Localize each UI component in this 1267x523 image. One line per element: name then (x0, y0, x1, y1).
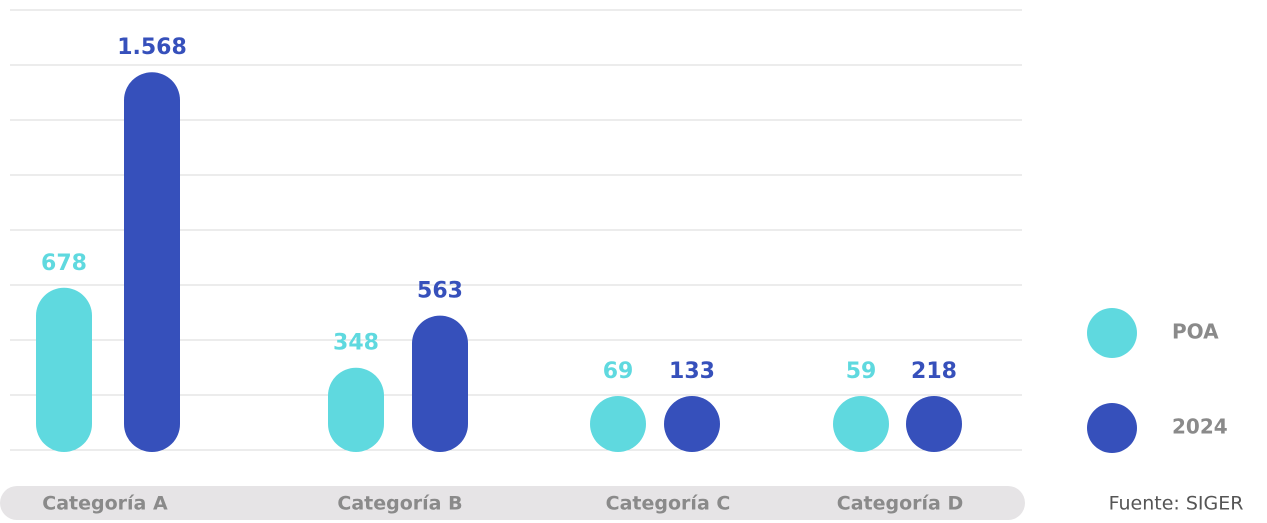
bar (664, 396, 720, 452)
x-tick-label: Categoría A (42, 493, 168, 515)
legend-swatch (1087, 403, 1137, 453)
legend-swatch (1087, 308, 1137, 358)
bar (590, 396, 646, 452)
bar (412, 315, 468, 452)
bar (124, 72, 180, 452)
data-label: 348 (333, 331, 379, 356)
data-label: 1.568 (117, 35, 187, 60)
x-tick-label: Categoría D (837, 493, 963, 515)
data-label: 563 (417, 279, 463, 304)
data-label: 59 (846, 359, 877, 384)
data-label: 218 (911, 359, 957, 384)
bar (833, 396, 889, 452)
legend-label: POA (1172, 320, 1219, 344)
category-band (0, 486, 1025, 520)
x-tick-label: Categoría C (606, 493, 731, 515)
x-tick-label: Categoría B (337, 493, 462, 515)
data-label: 69 (603, 359, 634, 384)
bar (328, 367, 384, 452)
source-note: Fuente: SIGER (1109, 493, 1244, 515)
bar (906, 396, 962, 452)
data-label: 133 (669, 359, 715, 384)
bar (36, 287, 92, 452)
legend-label: 2024 (1172, 415, 1228, 439)
data-label: 678 (41, 251, 87, 276)
